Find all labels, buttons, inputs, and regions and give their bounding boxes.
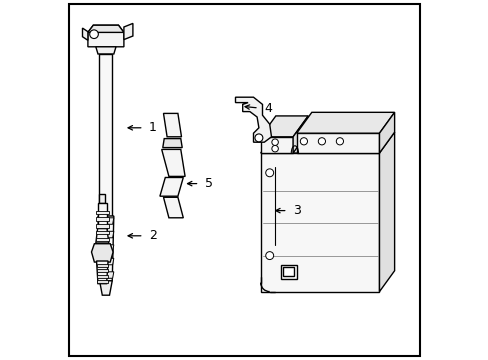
Polygon shape xyxy=(296,112,394,133)
Polygon shape xyxy=(88,25,123,32)
Polygon shape xyxy=(260,116,307,137)
Circle shape xyxy=(265,169,273,177)
Polygon shape xyxy=(162,149,185,176)
Polygon shape xyxy=(96,47,116,54)
Polygon shape xyxy=(296,133,379,153)
Polygon shape xyxy=(292,116,307,153)
Text: 2: 2 xyxy=(149,229,157,242)
Polygon shape xyxy=(260,153,379,292)
Text: 5: 5 xyxy=(204,177,212,190)
Polygon shape xyxy=(260,137,292,153)
Polygon shape xyxy=(100,281,112,295)
Polygon shape xyxy=(163,197,183,218)
Text: 1: 1 xyxy=(149,121,157,134)
Polygon shape xyxy=(91,244,113,262)
Polygon shape xyxy=(260,132,394,153)
Polygon shape xyxy=(379,112,394,153)
Polygon shape xyxy=(98,218,114,224)
Polygon shape xyxy=(99,194,105,203)
Polygon shape xyxy=(98,272,114,278)
Polygon shape xyxy=(280,265,296,279)
Polygon shape xyxy=(96,211,108,214)
Text: 3: 3 xyxy=(292,204,300,217)
Polygon shape xyxy=(96,238,108,241)
Circle shape xyxy=(271,145,278,152)
Polygon shape xyxy=(163,139,182,148)
Polygon shape xyxy=(98,231,114,238)
Polygon shape xyxy=(82,28,88,40)
Polygon shape xyxy=(96,224,108,228)
Circle shape xyxy=(265,252,273,260)
Circle shape xyxy=(271,139,278,145)
Circle shape xyxy=(336,138,343,145)
Polygon shape xyxy=(96,229,108,243)
Polygon shape xyxy=(96,264,108,267)
Polygon shape xyxy=(123,23,133,40)
Polygon shape xyxy=(96,231,108,234)
Circle shape xyxy=(254,134,263,142)
Polygon shape xyxy=(96,217,108,221)
Polygon shape xyxy=(96,269,108,272)
Polygon shape xyxy=(96,275,108,278)
Polygon shape xyxy=(98,245,114,251)
Polygon shape xyxy=(98,258,114,265)
Polygon shape xyxy=(99,54,112,216)
Polygon shape xyxy=(160,177,183,196)
Circle shape xyxy=(89,30,98,39)
Polygon shape xyxy=(163,113,181,137)
Circle shape xyxy=(300,138,307,145)
Polygon shape xyxy=(235,97,271,142)
Circle shape xyxy=(318,138,325,145)
Polygon shape xyxy=(96,280,108,283)
Text: 4: 4 xyxy=(264,102,272,114)
Polygon shape xyxy=(98,216,114,281)
Polygon shape xyxy=(283,267,293,276)
Polygon shape xyxy=(379,132,394,292)
Polygon shape xyxy=(98,203,107,229)
Polygon shape xyxy=(96,261,108,284)
Polygon shape xyxy=(88,25,123,47)
